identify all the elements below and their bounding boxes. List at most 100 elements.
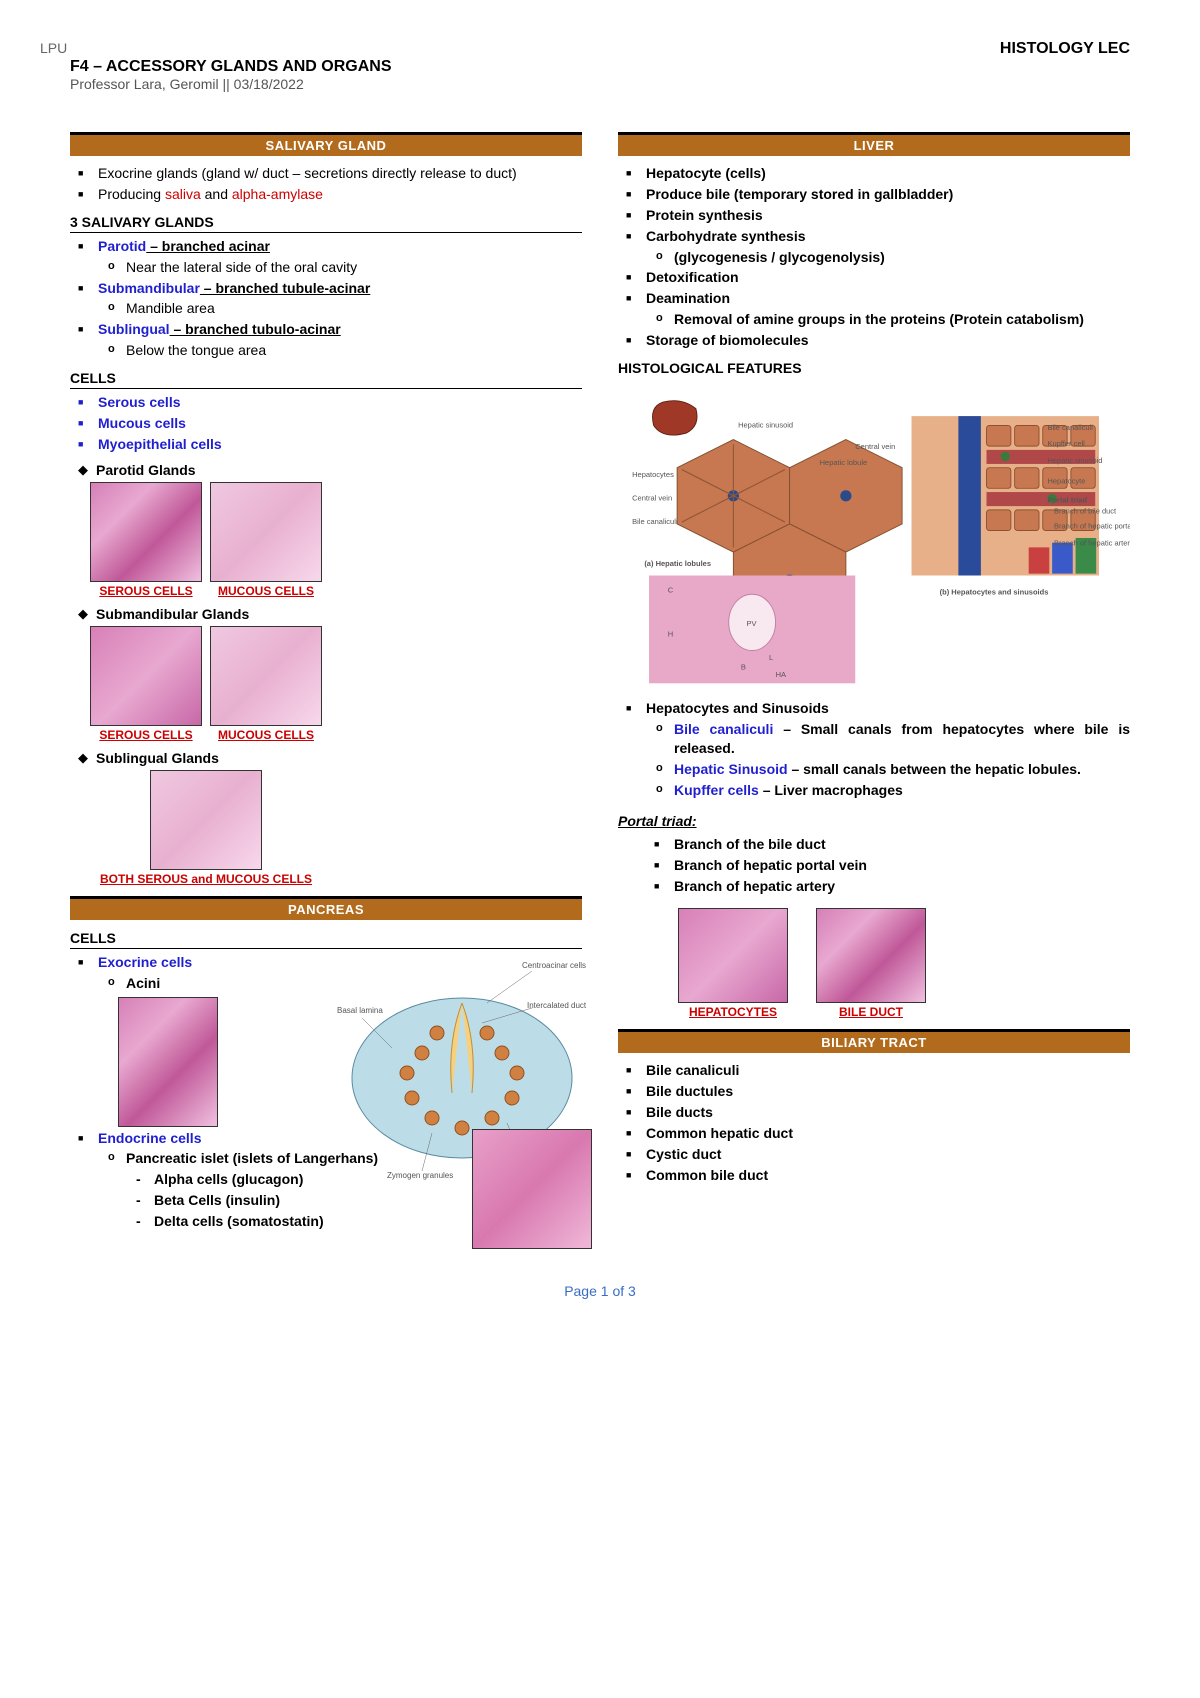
mucous-caption: MUCOUS CELLS — [218, 728, 314, 742]
list-item: Carbohydrate synthesis (glycogenesis / g… — [646, 227, 1130, 267]
pancreas-content-wrap: Exocrine cells Acini Centroacinar cells … — [70, 953, 582, 1127]
list-item: Hepatocyte (cells) — [646, 164, 1130, 183]
hepatocytes-caption: HEPATOCYTES — [689, 1005, 777, 1019]
diagram-label: Portal triad — [1047, 495, 1087, 504]
list-item: Sublingual – branched tubulo-acinar Belo… — [98, 320, 582, 360]
left-column: SALIVARY GLAND Exocrine glands (gland w/… — [70, 122, 582, 1259]
hs-title: Hepatocytes and Sinusoids — [646, 700, 829, 716]
list-item: Hepatocytes and Sinusoids Bile canalicul… — [646, 699, 1130, 799]
liver-lobule-diagram: Hepatic sinusoid Hepatocytes Central vei… — [618, 388, 1130, 688]
parotid-type: – branched acinar — [146, 238, 270, 254]
institution-label: LPU — [40, 40, 392, 56]
list-item: Deamination Removal of amine groups in t… — [646, 289, 1130, 329]
list-item: (glycogenesis / glycogenolysis) — [674, 248, 1130, 267]
sublingual-image-row — [150, 770, 582, 870]
diamond-icon: ◆ — [78, 462, 88, 478]
submandibular-label: Submandibular — [98, 280, 200, 296]
exocrine-label: Exocrine cells — [98, 954, 192, 970]
mucous-caption: MUCOUS CELLS — [218, 584, 314, 598]
islet-histology-image — [472, 1129, 592, 1249]
sublingual-glands-label: Sublingual Glands — [96, 750, 219, 766]
myoepithelial-cells-item: Myoepithelial cells — [98, 435, 582, 454]
carb-label: Carbohydrate synthesis — [646, 228, 806, 244]
list-item: Bile ducts — [646, 1103, 1130, 1122]
list-item: Bile ductules — [646, 1082, 1130, 1101]
deam-label: Deamination — [646, 290, 730, 306]
serous-histology-image — [90, 482, 202, 582]
hepatocytes-histology-image — [678, 908, 788, 1003]
sublingual-glands-subhead: ◆ Sublingual Glands — [78, 750, 582, 766]
list-item: Branch of hepatic artery — [674, 877, 1130, 896]
svg-text:C: C — [668, 585, 674, 594]
diagram-label: Central vein — [632, 494, 672, 503]
serous-caption: SEROUS CELLS — [99, 584, 192, 598]
salivary-glands-list: Parotid – branched acinar Near the later… — [70, 237, 582, 360]
endocrine-label: Endocrine cells — [98, 1130, 201, 1146]
serous-caption: SEROUS CELLS — [99, 728, 192, 742]
list-item: Produce bile (temporary stored in gallbl… — [646, 185, 1130, 204]
list-item: Bile canaliculi — [646, 1061, 1130, 1080]
diamond-icon: ◆ — [78, 750, 88, 766]
salivary-intro-list: Exocrine glands (gland w/ duct – secreti… — [70, 164, 582, 204]
list-item: Cystic duct — [646, 1145, 1130, 1164]
parotid-glands-subhead: ◆ Parotid Glands — [78, 462, 582, 478]
svg-text:L: L — [769, 653, 773, 662]
course-label: HISTOLOGY LEC — [1000, 40, 1130, 58]
list-item: Bile canaliculi – Small canals from hepa… — [674, 720, 1130, 758]
svg-text:PV: PV — [747, 619, 757, 628]
text: – Liver macrophages — [759, 782, 903, 798]
list-item: Common hepatic duct — [646, 1124, 1130, 1143]
islet-label: Pancreatic islet (islets of Langerhans) — [126, 1150, 378, 1166]
diagram-label: Intercalated duct — [527, 1001, 587, 1010]
liver-intro-list: Hepatocyte (cells) Produce bile (tempora… — [618, 164, 1130, 350]
salivary-section-bar: SALIVARY GLAND — [70, 132, 582, 156]
liver-section-bar: LIVER — [618, 132, 1130, 156]
diamond-icon: ◆ — [78, 606, 88, 622]
kupffer-label: Kupffer cells — [674, 782, 759, 798]
pancreas-section-bar: PANCREAS — [70, 896, 582, 920]
sublingual-histology-image — [150, 770, 262, 870]
list-item: Storage of biomolecules — [646, 331, 1130, 350]
diagram-label: Hepatic sinusoid — [1047, 456, 1102, 465]
list-item: Detoxification — [646, 268, 1130, 287]
biliary-section-bar: BILIARY TRACT — [618, 1029, 1130, 1053]
bile-duct-histology-image — [816, 908, 926, 1003]
list-item: Below the tongue area — [126, 341, 582, 360]
header-left: LPU F4 – ACCESSORY GLANDS AND ORGANS Pro… — [70, 40, 392, 92]
list-item: Hepatic Sinusoid – small canals between … — [674, 760, 1130, 779]
mucous-cells-item: Mucous cells — [98, 414, 582, 433]
list-item: Kupffer cells – Liver macrophages — [674, 781, 1130, 800]
diagram-label: Kupffer cell — [1047, 439, 1085, 448]
parotid-glands-label: Parotid Glands — [96, 462, 196, 478]
biliary-list: Bile canaliculi Bile ductules Bile ducts… — [618, 1061, 1130, 1184]
image-stack: MUCOUS CELLS — [210, 482, 322, 598]
content-columns: SALIVARY GLAND Exocrine glands (gland w/… — [70, 122, 1130, 1259]
diagram-caption-a: (a) Hepatic lobules — [644, 559, 711, 568]
image-stack: SEROUS CELLS — [90, 626, 202, 742]
diagram-label: Central vein — [855, 442, 895, 451]
page-number: Page 1 of 3 — [70, 1283, 1130, 1299]
document-header: LPU F4 – ACCESSORY GLANDS AND ORGANS Pro… — [70, 40, 1130, 92]
serous-histology-image — [90, 626, 202, 726]
svg-text:H: H — [668, 629, 673, 638]
diagram-label: Branch of bile duct — [1054, 507, 1117, 516]
both-cells-caption: BOTH SEROUS and MUCOUS CELLS — [100, 872, 582, 886]
list-item: Near the lateral side of the oral cavity — [126, 258, 582, 277]
diagram-label: Hepatic lobule — [820, 458, 868, 467]
sublingual-label: Sublingual — [98, 321, 170, 337]
portal-triad-list: Branch of the bile duct Branch of hepati… — [618, 835, 1130, 896]
list-item: Branch of the bile duct — [674, 835, 1130, 854]
svg-text:HA: HA — [776, 670, 786, 679]
diagram-label: Centroacinar cells — [522, 961, 586, 970]
list-item: Exocrine glands (gland w/ duct – secreti… — [98, 164, 582, 183]
image-stack — [150, 770, 262, 870]
svg-text:B: B — [741, 662, 746, 671]
cells-list: Serous cells Mucous cells Myoepithelial … — [70, 393, 582, 454]
list-item: Branch of hepatic portal vein — [674, 856, 1130, 875]
keyword-saliva: saliva — [165, 186, 201, 202]
bile-canaliculi-label: Bile canaliculi — [674, 721, 773, 737]
histological-features-heading: HISTOLOGICAL FEATURES — [618, 360, 1130, 378]
submandibular-glands-label: Submandibular Glands — [96, 606, 249, 622]
pancreas-cells-heading: CELLS — [70, 930, 582, 949]
submandibular-type: – branched tubule-acinar — [200, 280, 370, 296]
